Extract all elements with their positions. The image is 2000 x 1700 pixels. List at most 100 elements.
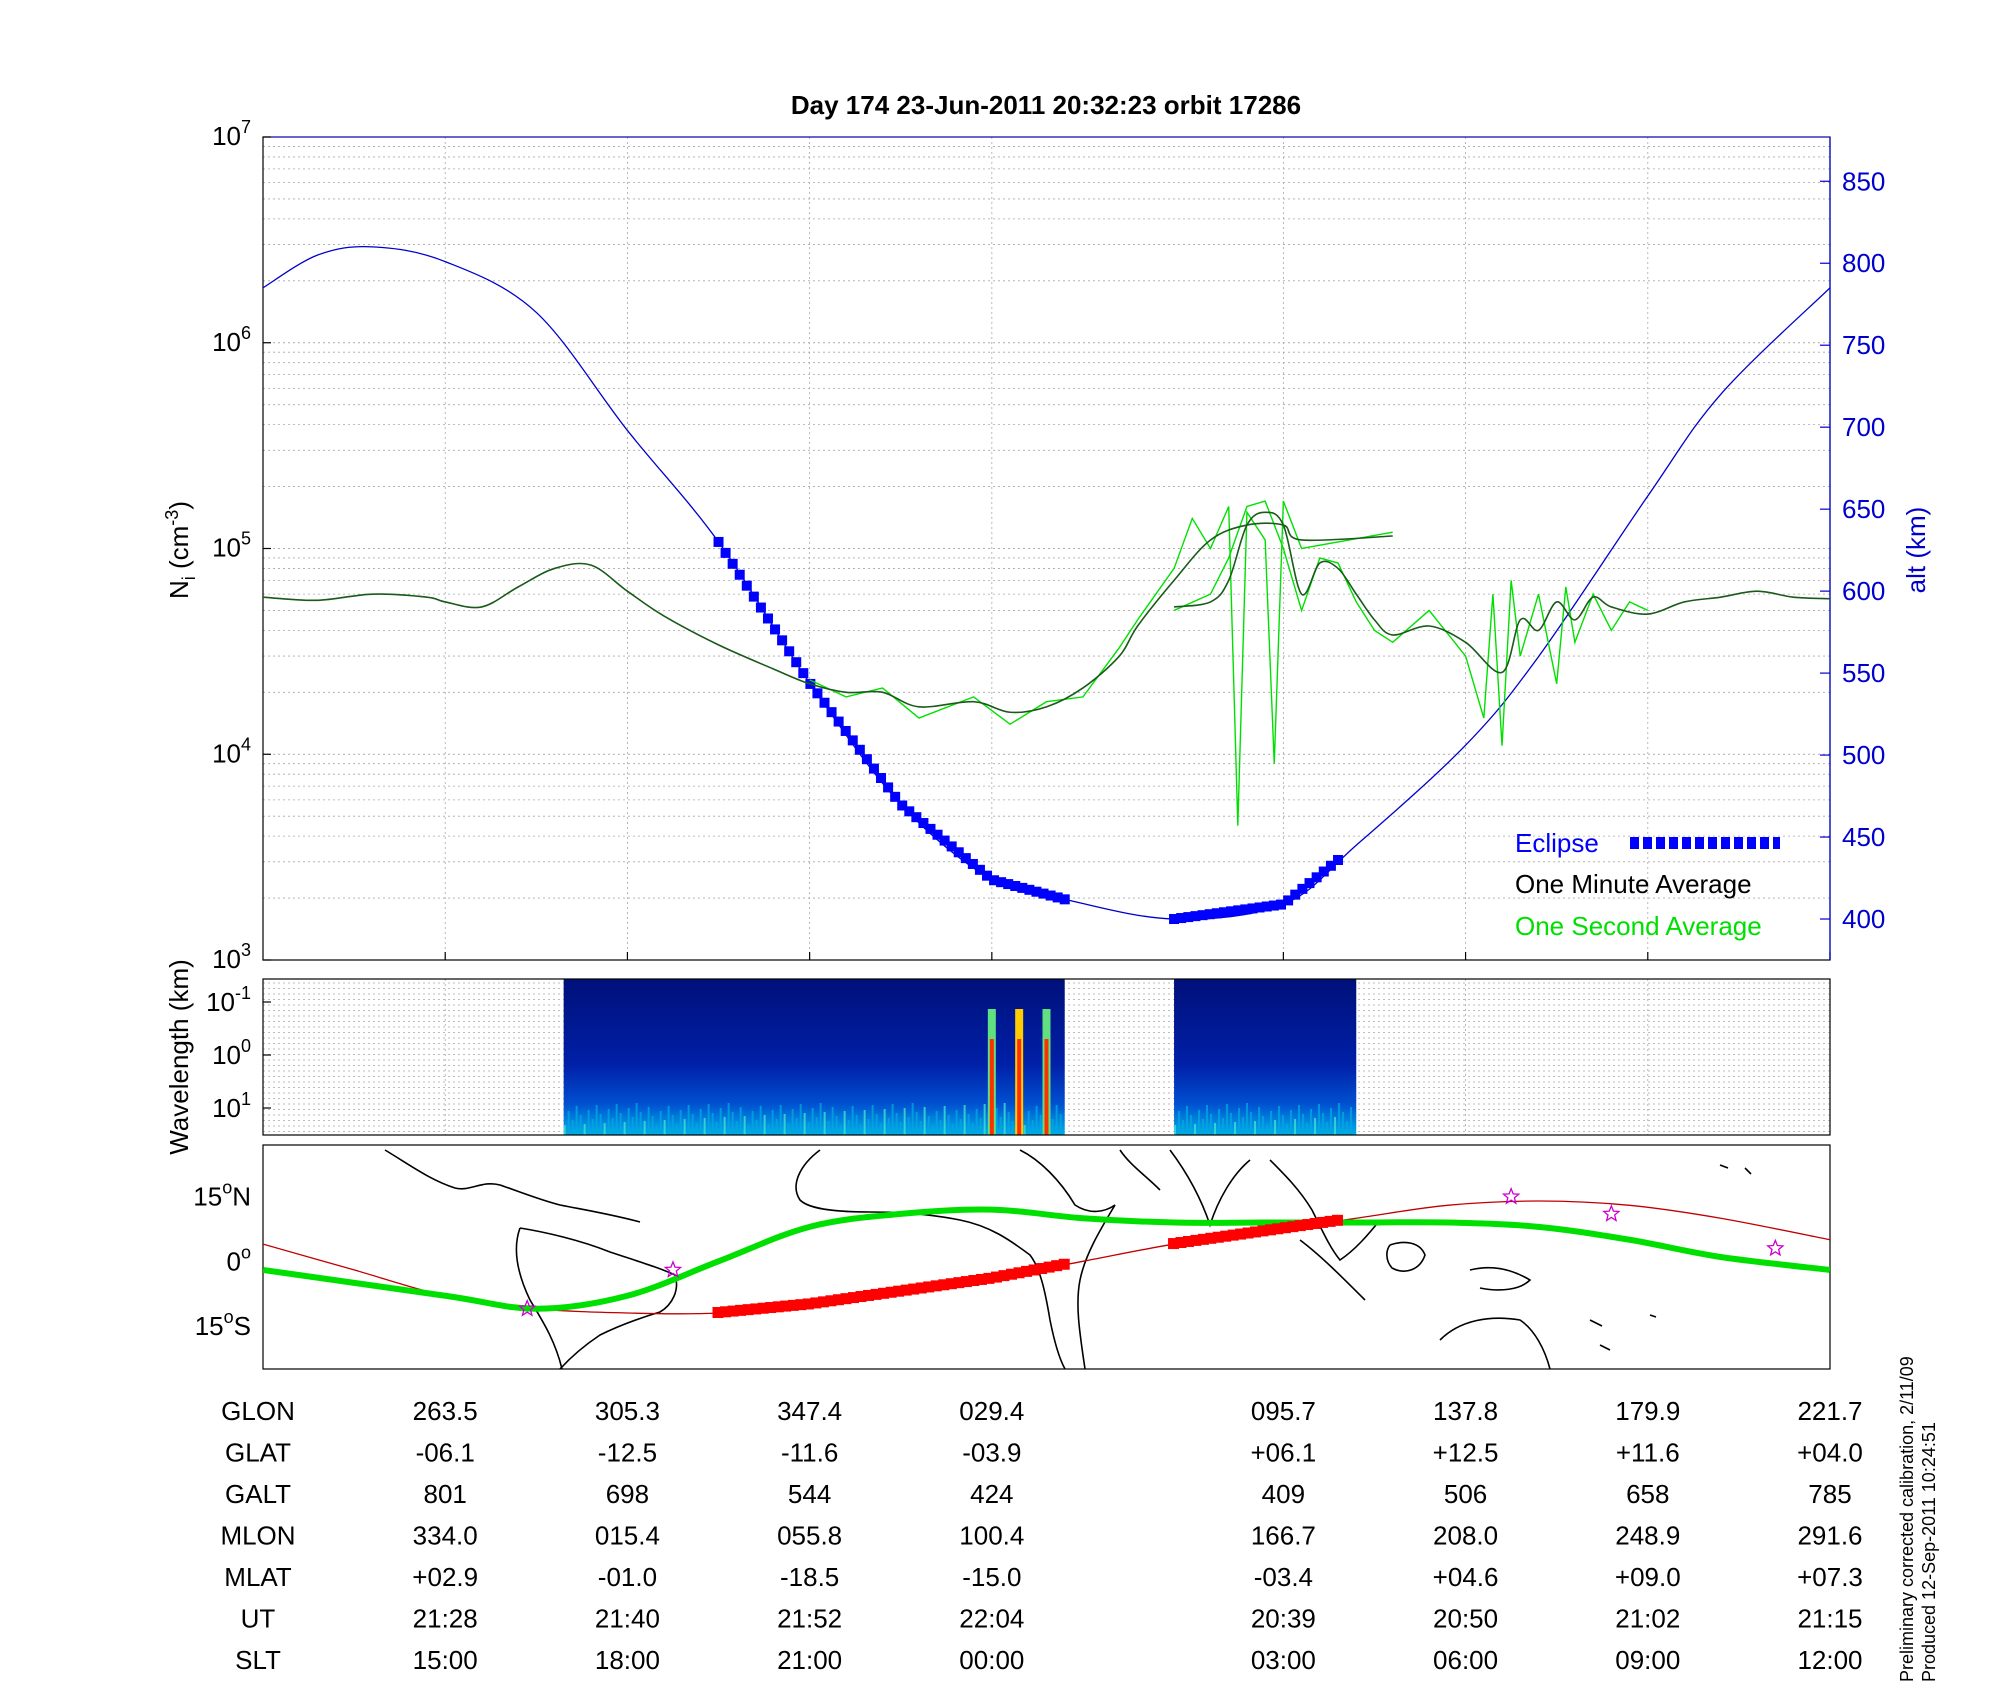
africa-east-coast (1019, 1149, 1116, 1369)
eclipse-mark (911, 812, 922, 823)
spectrogram-column (1011, 1121, 1014, 1135)
table-cell: 166.7 (1251, 1521, 1316, 1551)
spectrogram-column (711, 1113, 714, 1135)
table-row-label: UT (241, 1604, 276, 1634)
spectrogram-column (915, 1112, 918, 1135)
eclipse-mark (741, 580, 752, 591)
spectrogram-y-tick-label: 101 (212, 1089, 251, 1123)
eclipse-mark (1318, 866, 1329, 877)
track-eclipse-mark (1021, 1265, 1033, 1277)
track-eclipse-mark (847, 1292, 859, 1304)
spectrogram-column (959, 1119, 962, 1135)
table-row-label: MLON (220, 1521, 295, 1551)
spectrogram-block (563, 979, 1065, 1135)
eclipse-mark (748, 591, 759, 602)
density-y-tick-label: 106 (212, 323, 251, 357)
spectrogram-column (619, 1113, 622, 1135)
track-eclipse-mark (1317, 1216, 1329, 1228)
track-eclipse-mark (983, 1272, 995, 1284)
table-cell: 21:15 (1797, 1604, 1862, 1634)
chart-title: Day 174 23-Jun-2011 20:32:23 orbit 17286 (791, 90, 1301, 120)
spectrogram-column (1027, 1111, 1030, 1135)
table-row-label: SLT (235, 1645, 281, 1675)
track-eclipse-mark (968, 1275, 980, 1287)
table-cell: -18.5 (780, 1562, 839, 1592)
footprint-star (1602, 1204, 1621, 1222)
spectrogram-y-tick-label: 10-1 (206, 983, 251, 1017)
spectrogram-column (1210, 1114, 1213, 1135)
spectrogram-column (675, 1124, 678, 1135)
table-cell: 221.7 (1797, 1396, 1862, 1426)
spectrogram-column (863, 1110, 866, 1135)
eclipse-mark (861, 754, 872, 765)
eclipse-mark (876, 773, 887, 784)
track-eclipse-mark (1324, 1215, 1336, 1227)
spectrogram-column (623, 1122, 626, 1135)
legend: Eclipse One Minute Average One Second Av… (1515, 828, 1780, 941)
track-eclipse-mark (727, 1305, 739, 1317)
eclipse-mark (1010, 880, 1021, 891)
eclipse-mark (784, 646, 795, 657)
altitude-y-tick-label: 650 (1842, 494, 1885, 524)
altitude-y-tick-label: 850 (1842, 166, 1885, 196)
spectrogram-y-ticks: 10-1 100 101 (206, 983, 271, 1123)
altitude-y-tick-label: 450 (1842, 822, 1885, 852)
density-y-tick-label: 104 (212, 734, 251, 768)
table-cell: 291.6 (1797, 1521, 1862, 1551)
eclipse-mark (1031, 886, 1042, 897)
track-eclipse-mark (1309, 1217, 1321, 1229)
eclipse-mark (1325, 860, 1336, 871)
track-eclipse-mark (1013, 1267, 1025, 1279)
eclipse-mark (791, 657, 802, 668)
track-eclipse-mark (787, 1299, 799, 1311)
spectrogram-column (843, 1111, 846, 1135)
spectrogram-column (1202, 1119, 1205, 1135)
australia-coast (1439, 1317, 1551, 1369)
spectrogram-column (1182, 1120, 1185, 1135)
spectrogram-column (995, 1108, 998, 1135)
track-eclipse-mark (817, 1296, 829, 1308)
spectrogram-column (1282, 1115, 1285, 1135)
table-cell: 21:28 (413, 1604, 478, 1634)
spectrogram-column (919, 1121, 922, 1135)
spectrogram-column (783, 1114, 786, 1135)
spectrogram-column (655, 1125, 658, 1135)
altitude-y-tick-label: 400 (1842, 904, 1885, 934)
altitude-line (263, 245, 1830, 920)
eclipse-mark (1204, 909, 1215, 920)
eclipse-mark (727, 558, 738, 569)
track-eclipse-mark (1332, 1214, 1344, 1226)
eclipse-mark (1059, 894, 1070, 905)
spectrogram-column (1306, 1123, 1309, 1135)
spectrogram-column (1238, 1108, 1241, 1135)
density-panel: 103 104 105 106 107 400 450 500 550 600 650 700 750… (162, 117, 1931, 974)
table-cell: +07.3 (1797, 1562, 1863, 1592)
footprint-stars (517, 1186, 1785, 1317)
spectrogram-column (775, 1119, 778, 1135)
spectrogram-column (563, 1125, 566, 1135)
table-cell: 658 (1626, 1479, 1669, 1509)
south-america-west-coast (515, 1227, 563, 1369)
track-eclipse-mark (878, 1287, 890, 1299)
spectrogram-column (1234, 1122, 1237, 1135)
track-eclipse-mark (1242, 1227, 1254, 1239)
one-second-average-lines (809, 500, 1649, 826)
track-eclipse-mark (765, 1302, 777, 1314)
one-second-average-line (809, 500, 1393, 826)
eclipse-mark (833, 716, 844, 727)
track-eclipse-mark (1220, 1230, 1232, 1242)
spectrogram-column (931, 1125, 934, 1135)
spectrogram-column (587, 1110, 590, 1135)
spectrogram-column (1298, 1105, 1301, 1135)
eclipse-mark (925, 823, 936, 834)
track-eclipse-mark (720, 1306, 732, 1318)
track-eclipse-mark (1006, 1268, 1018, 1280)
footprint-star (1501, 1186, 1521, 1205)
eclipse-mark (1304, 878, 1315, 889)
spectrogram-column (979, 1118, 982, 1135)
africa-west-coast (795, 1149, 1066, 1369)
spectrogram-column (1186, 1106, 1189, 1135)
spectrogram-column (719, 1108, 722, 1135)
spectrogram-column (779, 1105, 782, 1135)
